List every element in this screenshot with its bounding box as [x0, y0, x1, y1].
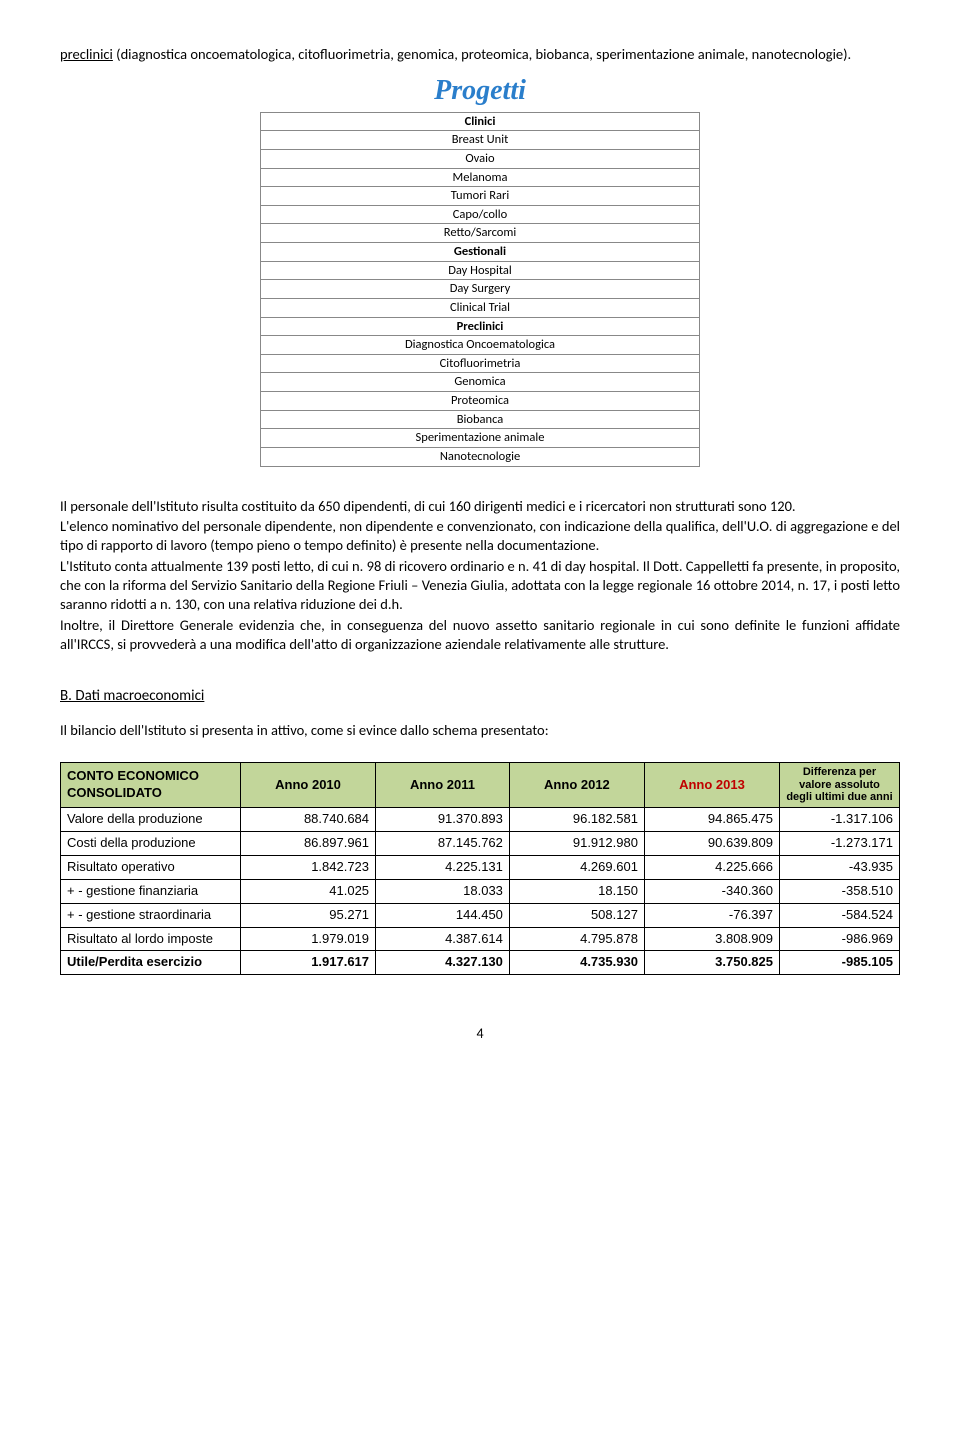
progetti-row: Breast Unit	[261, 131, 700, 150]
section-b-heading: B. Dati macroeconomici	[60, 687, 900, 707]
econ-cell: 88.740.684	[241, 808, 376, 832]
progetti-row: Tumori Rari	[261, 187, 700, 206]
progetti-row: Clinical Trial	[261, 298, 700, 317]
econ-header-2010: Anno 2010	[241, 763, 376, 808]
econ-cell: -986.969	[780, 927, 900, 951]
econ-cell: 18.033	[376, 879, 510, 903]
progetti-row: Clinici	[261, 112, 700, 131]
progetti-row: Sperimentazione animale	[261, 429, 700, 448]
progetti-heading: Progetti	[60, 73, 900, 109]
econ-cell: Risultato al lordo imposte	[61, 927, 241, 951]
econ-cell: 87.145.762	[376, 832, 510, 856]
econ-cell: 91.370.893	[376, 808, 510, 832]
econ-cell: 1.979.019	[241, 927, 376, 951]
econ-cell: 94.865.475	[644, 808, 779, 832]
econ-cell: 4.735.930	[509, 951, 644, 975]
paragraph-1: Il personale dell'Istituto risulta costi…	[60, 497, 900, 516]
econ-cell: -584.524	[780, 903, 900, 927]
paragraph-3: L'Istituto conta attualmente 139 posti l…	[60, 557, 900, 614]
progetti-row: Retto/Sarcomi	[261, 224, 700, 243]
econ-cell: 144.450	[376, 903, 510, 927]
progetti-row: Gestionali	[261, 243, 700, 262]
econ-cell: -76.397	[644, 903, 779, 927]
econ-cell: 96.182.581	[509, 808, 644, 832]
econ-cell: -985.105	[780, 951, 900, 975]
econ-cell: 3.808.909	[644, 927, 779, 951]
econ-cell: 95.271	[241, 903, 376, 927]
econ-cell: -358.510	[780, 879, 900, 903]
econ-cell: 4.225.666	[644, 855, 779, 879]
progetti-row: Proteomica	[261, 392, 700, 411]
econ-cell: 4.795.878	[509, 927, 644, 951]
progetti-row: Preclinici	[261, 317, 700, 336]
progetti-row: Diagnostica Oncoematologica	[261, 336, 700, 355]
econ-cell: 90.639.809	[644, 832, 779, 856]
econ-cell: -340.360	[644, 879, 779, 903]
econ-cell: 4.269.601	[509, 855, 644, 879]
econ-cell: 4.225.131	[376, 855, 510, 879]
progetti-row: Nanotecnologie	[261, 447, 700, 466]
econ-cell: Risultato operativo	[61, 855, 241, 879]
econ-cell: -43.935	[780, 855, 900, 879]
econ-cell: 41.025	[241, 879, 376, 903]
page-number: 4	[60, 1025, 900, 1043]
econ-cell: + - gestione finanziaria	[61, 879, 241, 903]
econ-cell: 18.150	[509, 879, 644, 903]
intro-underlined: preclinici	[60, 45, 113, 63]
econ-cell: 4.327.130	[376, 951, 510, 975]
econ-header-2013: Anno 2013	[644, 763, 779, 808]
bilancio-intro: Il bilancio dell'Istituto si presenta in…	[60, 721, 900, 740]
econ-cell: Costi della produzione	[61, 832, 241, 856]
econ-header-label: CONTO ECONOMICO CONSOLIDATO	[61, 763, 241, 808]
paragraph-2: L'elenco nominativo del personale dipend…	[60, 517, 900, 555]
progetti-row: Citofluorimetria	[261, 354, 700, 373]
intro-paragraph: preclinici (diagnostica oncoematologica,…	[60, 45, 900, 64]
progetti-row: Melanoma	[261, 168, 700, 187]
econ-header-2011: Anno 2011	[376, 763, 510, 808]
econ-cell: Utile/Perdita esercizio	[61, 951, 241, 975]
econ-cell: Valore della produzione	[61, 808, 241, 832]
econ-cell: 3.750.825	[644, 951, 779, 975]
intro-rest: (diagnostica oncoematologica, citofluori…	[113, 45, 851, 63]
econ-cell: 86.897.961	[241, 832, 376, 856]
econ-table: CONTO ECONOMICO CONSOLIDATO Anno 2010 An…	[60, 762, 900, 975]
econ-header-2012: Anno 2012	[509, 763, 644, 808]
progetti-row: Capo/collo	[261, 205, 700, 224]
econ-cell: 4.387.614	[376, 927, 510, 951]
progetti-row: Ovaio	[261, 149, 700, 168]
progetti-row: Biobanca	[261, 410, 700, 429]
econ-cell: 1.842.723	[241, 855, 376, 879]
econ-cell: -1.273.171	[780, 832, 900, 856]
econ-cell: 91.912.980	[509, 832, 644, 856]
econ-cell: 508.127	[509, 903, 644, 927]
progetti-row: Day Hospital	[261, 261, 700, 280]
progetti-row: Genomica	[261, 373, 700, 392]
econ-cell: 1.917.617	[241, 951, 376, 975]
paragraph-4: Inoltre, il Direttore Generale evidenzia…	[60, 616, 900, 654]
econ-cell: + - gestione straordinaria	[61, 903, 241, 927]
econ-header-diff: Differenza per valore assoluto degli ult…	[780, 763, 900, 808]
progetti-table: CliniciBreast UnitOvaioMelanomaTumori Ra…	[260, 112, 700, 467]
progetti-row: Day Surgery	[261, 280, 700, 299]
econ-cell: -1.317.106	[780, 808, 900, 832]
